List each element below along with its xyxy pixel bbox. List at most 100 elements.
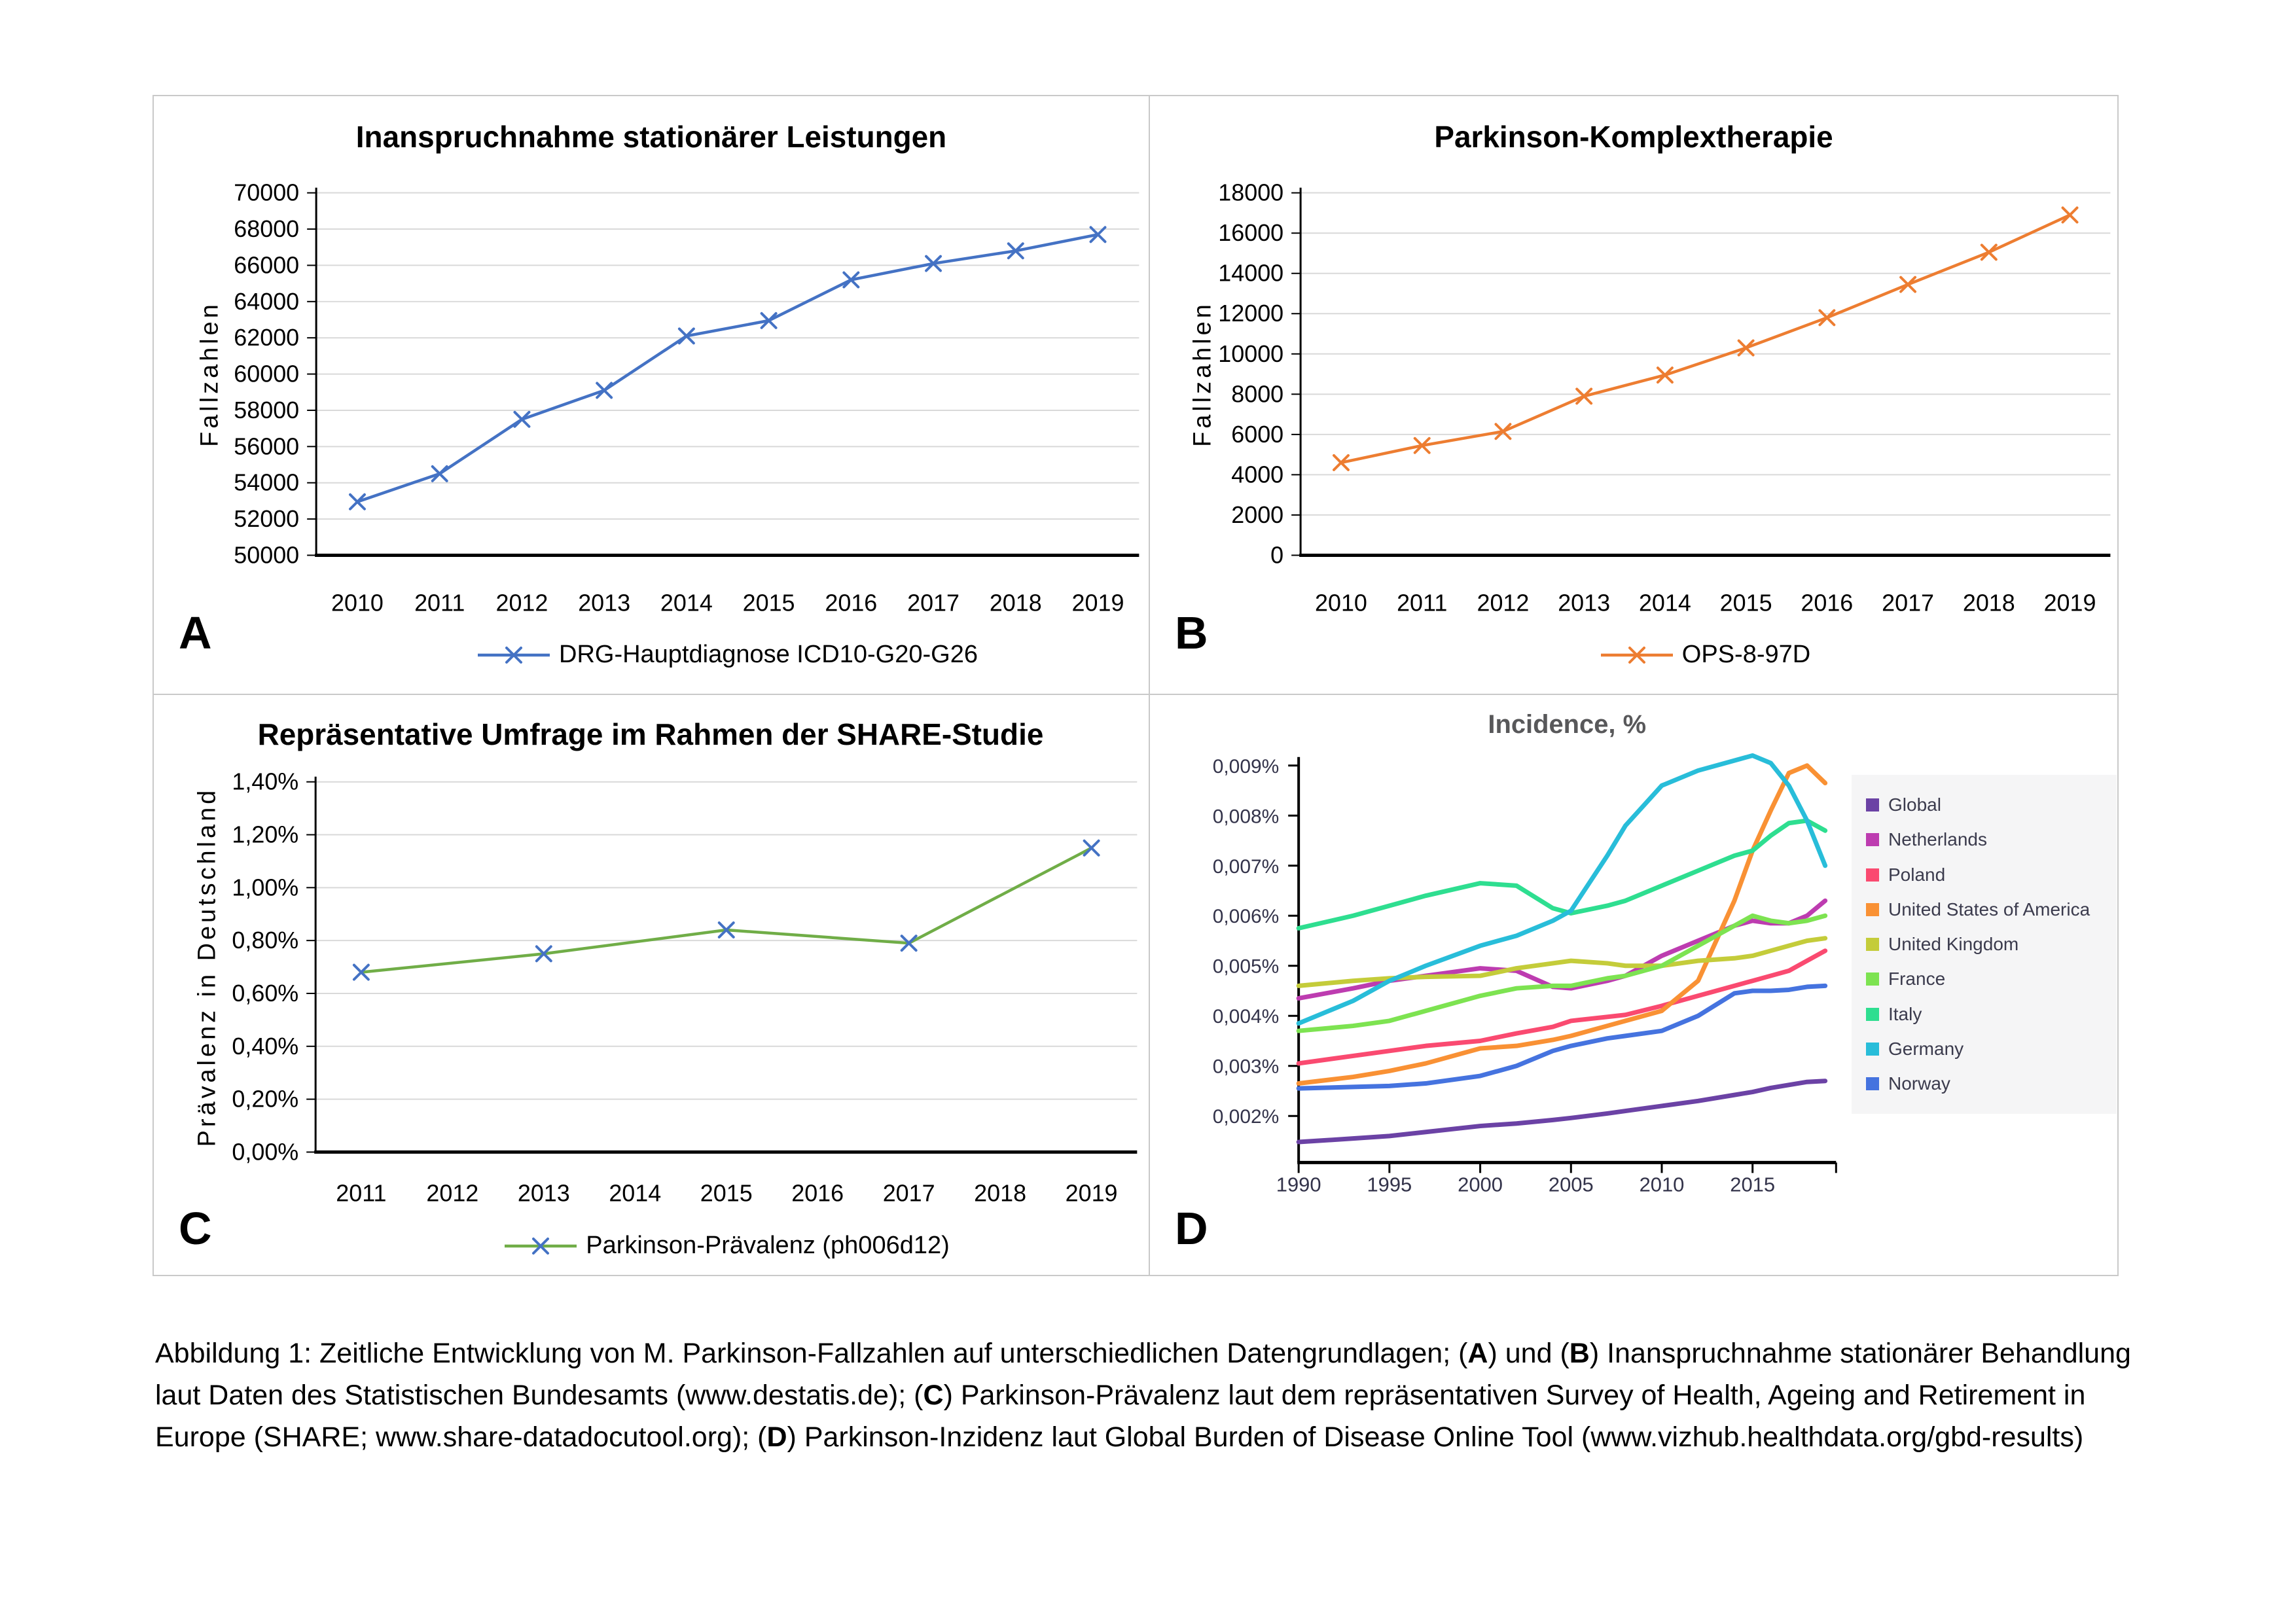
svg-text:2014: 2014 (1639, 589, 1691, 616)
svg-text:2017: 2017 (907, 589, 960, 616)
legend-label: Netherlands (1888, 829, 1987, 850)
svg-text:0,008%: 0,008% (1213, 806, 1279, 827)
figure-panel-grid: 50000 52000 54000 56000 58000 60000 62000 64000… (152, 95, 2119, 1276)
svg-text:0,003%: 0,003% (1213, 1056, 1279, 1078)
svg-text:2018: 2018 (974, 1179, 1026, 1206)
legend-swatch (1866, 868, 1879, 882)
svg-text:1,20%: 1,20% (232, 821, 298, 847)
legend-a: DRG-Hauptdiagnose ICD10-G20-G26 (230, 641, 1225, 669)
svg-text:58000: 58000 (234, 397, 299, 423)
legend-swatch (1866, 972, 1879, 986)
svg-text:12000: 12000 (1218, 300, 1283, 327)
panel-label-a: A (179, 607, 212, 658)
panel-label-b: B (1175, 607, 1208, 658)
svg-text:2010: 2010 (1640, 1173, 1685, 1196)
figure-caption: Abbildung 1: Zeitliche Entwicklung von M… (155, 1332, 2158, 1458)
svg-text:2017: 2017 (883, 1179, 935, 1206)
svg-text:16000: 16000 (1218, 219, 1283, 246)
svg-text:0,40%: 0,40% (232, 1033, 298, 1060)
legend-c: Parkinson-Prävalenz (ph006d12) (230, 1232, 1225, 1260)
svg-text:0,60%: 0,60% (232, 980, 298, 1007)
svg-text:64000: 64000 (234, 288, 299, 315)
svg-text:2017: 2017 (1882, 589, 1934, 616)
svg-text:2005: 2005 (1549, 1173, 1594, 1196)
svg-text:2014: 2014 (660, 589, 713, 616)
svg-text:2015: 2015 (1730, 1173, 1775, 1196)
svg-text:0,004%: 0,004% (1213, 1006, 1279, 1027)
svg-text:2011: 2011 (1397, 589, 1447, 616)
legend-swatch (1866, 1007, 1879, 1021)
svg-text:66000: 66000 (234, 251, 299, 278)
svg-text:2019: 2019 (1066, 1179, 1118, 1206)
svg-text:52000: 52000 (234, 505, 299, 532)
panel-a: 50000 52000 54000 56000 58000 60000 62000 64000… (154, 96, 1150, 695)
legend-label: Norway (1888, 1073, 1950, 1094)
svg-text:2016: 2016 (791, 1179, 844, 1206)
svg-text:2012: 2012 (495, 589, 548, 616)
svg-text:2015: 2015 (743, 589, 795, 616)
legend-item-france: France (1866, 969, 2111, 990)
svg-text:2012: 2012 (426, 1179, 478, 1206)
panel-b: 0 2000 4000 6000 8000 10000 12000 14000 16000 180… (1150, 96, 2117, 695)
svg-text:2016: 2016 (1801, 589, 1853, 616)
svg-text:2011: 2011 (414, 589, 465, 616)
svg-text:2012: 2012 (1477, 589, 1529, 616)
svg-text:0,007%: 0,007% (1213, 856, 1279, 878)
svg-text:Parkinson-Komplextherapie: Parkinson-Komplextherapie (1434, 120, 1833, 154)
svg-text:54000: 54000 (234, 469, 299, 496)
svg-text:2000: 2000 (1231, 501, 1283, 528)
svg-text:2014: 2014 (609, 1179, 661, 1206)
svg-text:0,006%: 0,006% (1213, 906, 1279, 927)
svg-text:1990: 1990 (1276, 1173, 1321, 1196)
chart-b-komplextherapie: 0 2000 4000 6000 8000 10000 12000 14000 16000 180… (1189, 120, 2111, 616)
svg-text:2013: 2013 (578, 589, 630, 616)
svg-text:10000: 10000 (1218, 340, 1283, 367)
legend-label: Poland (1888, 864, 1946, 885)
legend-item-norway: Norway (1866, 1073, 2111, 1094)
svg-text:2013: 2013 (518, 1179, 570, 1206)
legend-b: OPS-8-97D (1222, 641, 2189, 669)
svg-text:2000: 2000 (1458, 1173, 1503, 1196)
svg-text:Incidence, %: Incidence, % (1488, 710, 1646, 739)
svg-text:1,00%: 1,00% (232, 874, 298, 901)
caption-line: Europe (SHARE; www.share-datadocutool.or… (155, 1421, 2084, 1453)
svg-text:Repräsentative Umfrage im Rahm: Repräsentative Umfrage im Rahmen der SHA… (258, 717, 1044, 751)
legend-swatch (1866, 1042, 1879, 1056)
legend-line-marker (505, 1237, 577, 1255)
legend-label: United States of America (1888, 899, 2090, 919)
svg-text:8000: 8000 (1231, 380, 1283, 407)
svg-text:2019: 2019 (1072, 589, 1124, 616)
legend-item-netherlands: Netherlands (1866, 829, 2111, 850)
svg-text:2019: 2019 (2044, 589, 2096, 616)
svg-text:2018: 2018 (990, 589, 1042, 616)
svg-text:2016: 2016 (825, 589, 877, 616)
legend-item-poland: Poland (1866, 865, 2111, 885)
svg-text:68000: 68000 (234, 215, 299, 242)
svg-text:0,80%: 0,80% (232, 927, 298, 954)
svg-text:60000: 60000 (234, 361, 299, 387)
svg-text:62000: 62000 (234, 324, 299, 351)
legend-d: Global Netherlands Poland United States of … (1852, 775, 2117, 1114)
svg-text:Prävalenz in Deutschland: Prävalenz in Deutschland (194, 787, 221, 1147)
svg-text:Fallzahlen: Fallzahlen (196, 301, 223, 447)
svg-text:0,009%: 0,009% (1213, 756, 1279, 777)
legend-item-italy: Italy (1866, 1004, 2111, 1025)
svg-text:0,20%: 0,20% (232, 1086, 298, 1113)
panel-label-d: D (1175, 1203, 1208, 1254)
svg-text:1,40%: 1,40% (232, 768, 298, 795)
legend-line-marker (1600, 646, 1673, 664)
chart-a-stationaere-leistungen: 50000 52000 54000 56000 58000 60000 62000 64000… (196, 120, 1139, 616)
svg-text:50000: 50000 (234, 541, 299, 568)
legend-swatch (1866, 1077, 1879, 1090)
panel-label-c: C (179, 1203, 212, 1254)
legend-line-marker (478, 646, 550, 664)
legend-item-germany: Germany (1866, 1039, 2111, 1060)
legend-item-united-kingdom: United Kingdom (1866, 934, 2111, 955)
svg-text:1995: 1995 (1367, 1173, 1412, 1196)
svg-text:Fallzahlen: Fallzahlen (1189, 301, 1216, 447)
legend-label: Parkinson-Prävalenz (ph006d12) (586, 1232, 950, 1259)
legend-label: France (1888, 969, 1946, 990)
svg-text:70000: 70000 (234, 179, 299, 206)
caption-line: Abbildung 1: Zeitliche Entwicklung von M… (155, 1338, 2131, 1369)
